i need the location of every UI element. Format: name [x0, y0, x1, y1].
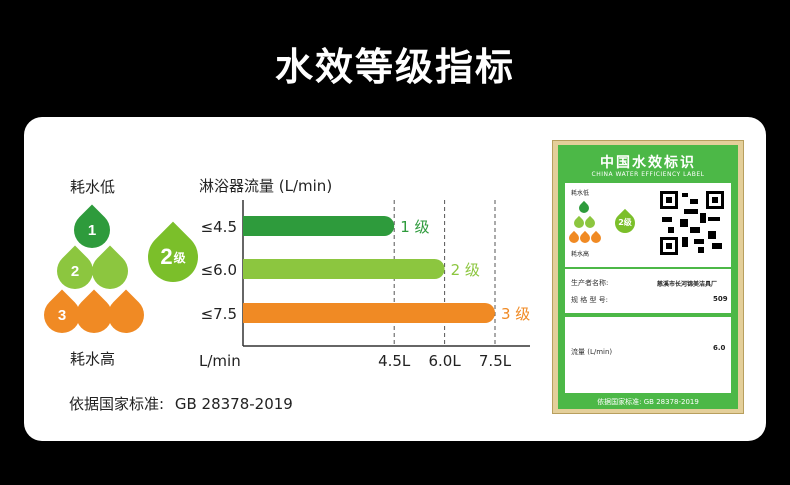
- category-label: ≤7.5: [201, 305, 237, 323]
- label-drop-icon: [588, 230, 604, 246]
- flow-label: 流量 (L/min): [571, 348, 613, 356]
- bar-base: [243, 303, 255, 323]
- x-axis-label: L/min: [199, 352, 241, 370]
- standard-value: GB 28378-2019: [174, 395, 293, 413]
- qr-code-icon: [660, 191, 724, 255]
- producer-label: 生产者名称:: [571, 279, 609, 287]
- label-subtitle: CHINA WATER EFFICIENCY LABEL: [591, 171, 705, 178]
- bar-base: [243, 259, 255, 279]
- category-label: ≤4.5: [201, 218, 237, 236]
- model-label: 规 格 型 号:: [571, 296, 609, 304]
- label-grade-box: 耗水低 耗水高 2级: [565, 183, 731, 267]
- value-label: 3 级: [501, 305, 530, 323]
- model-value: 509: [713, 295, 728, 303]
- category-label: ≤6.0: [201, 261, 237, 279]
- label-high-text: 耗水高: [571, 251, 590, 258]
- standard-row: 依据国家标准: GB 28378-2019: [69, 393, 293, 414]
- bar: [243, 216, 395, 236]
- value-label: 2 级: [451, 261, 480, 279]
- label-drop-icon: [582, 215, 598, 231]
- label-flow-box: 流量 (L/min) 6.0: [565, 317, 731, 393]
- bar: [243, 259, 445, 279]
- x-tick-label: 4.5L: [378, 352, 411, 370]
- bar: [243, 303, 495, 323]
- label-title: 中国水效标识: [600, 155, 696, 171]
- label-info-box: 生产者名称: 慈溪市长河锦美洁具厂 规 格 型 号: 509: [565, 269, 731, 313]
- standard-label: 依据国家标准:: [69, 395, 165, 413]
- label-low-text: 耗水低: [571, 190, 590, 197]
- low-consumption-label: 耗水低: [70, 178, 116, 196]
- page-title: 水效等级指标: [274, 45, 515, 89]
- bar-base: [243, 216, 255, 236]
- water-efficiency-label: 中国水效标识 CHINA WATER EFFICIENCY LABEL 耗水低 …: [552, 140, 744, 414]
- high-consumption-label: 耗水高: [70, 350, 116, 368]
- label-footer: 依据国家标准: GB 28378-2019: [597, 398, 699, 406]
- chart-title: 淋浴器流量 (L/min): [199, 177, 332, 195]
- label-grade-text: 2级: [618, 218, 632, 227]
- x-tick-label: 6.0L: [428, 352, 461, 370]
- x-tick-label: 7.5L: [479, 352, 512, 370]
- producer-value: 慈溪市长河锦美洁具厂: [657, 281, 718, 288]
- value-label: 1 级: [400, 218, 429, 236]
- flow-value: 6.0: [713, 344, 726, 352]
- label-drop-icon: [576, 200, 592, 216]
